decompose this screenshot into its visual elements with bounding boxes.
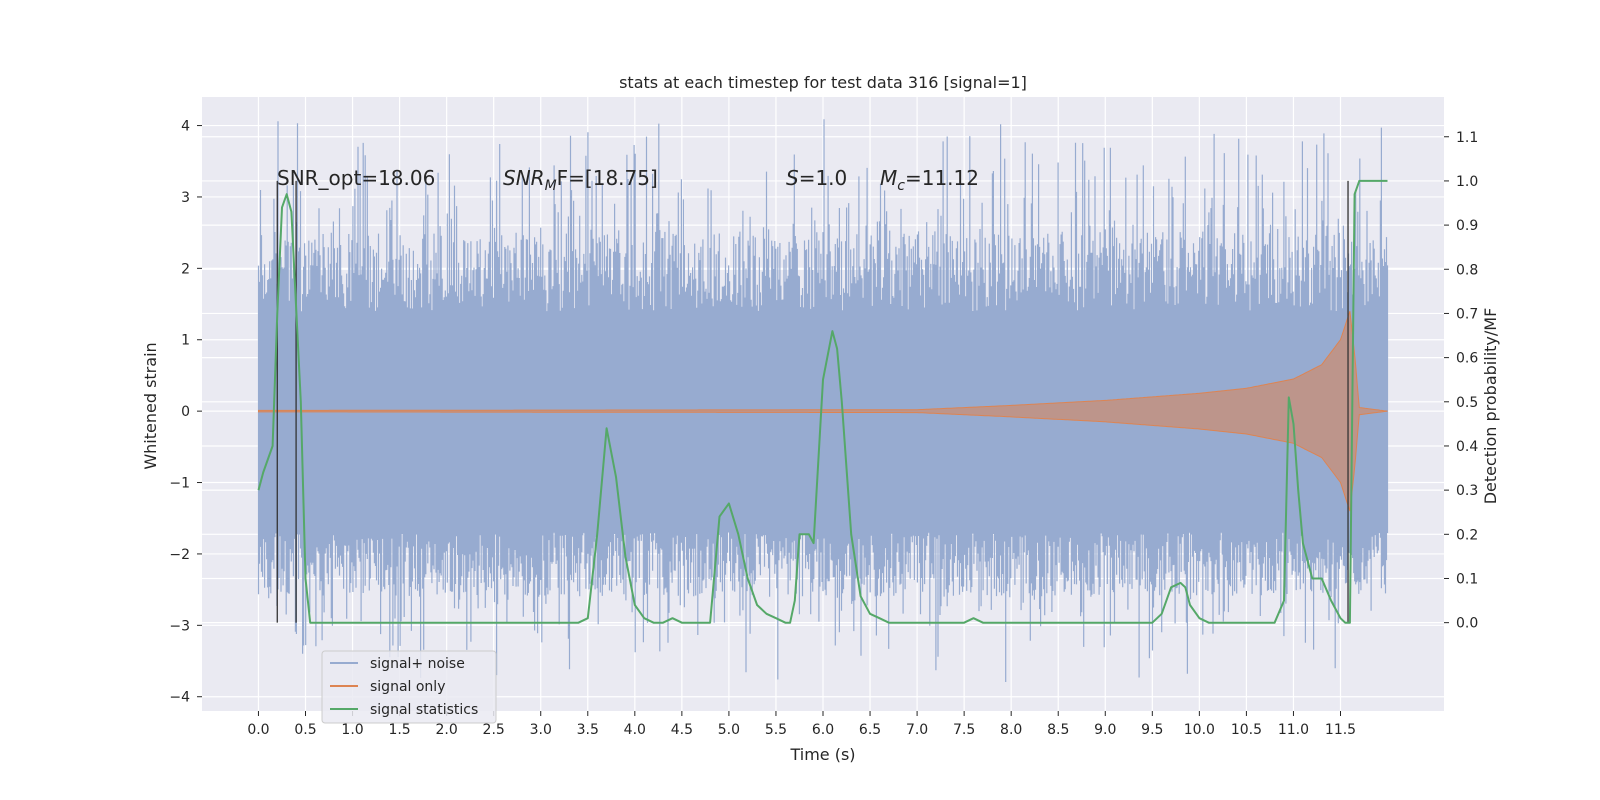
x-tick-label: 1.5	[388, 722, 410, 738]
x-tick-label: 6.5	[859, 722, 881, 738]
right-tick-label: 0.4	[1456, 439, 1478, 455]
right-tick-label: 0.8	[1456, 262, 1478, 278]
signal-noise-trace	[257, 119, 1389, 682]
x-tick-label: 11.5	[1325, 722, 1356, 738]
annotation-snr-opt: SNR_opt=18.06	[277, 166, 435, 190]
left-tick-label: 1	[181, 333, 190, 349]
right-tick-label: 0.7	[1456, 306, 1478, 322]
annotation-snr-mf: SNRMF=[18.75]	[503, 166, 658, 194]
x-tick-label: 7.0	[906, 722, 928, 738]
right-tick-label: 0.9	[1456, 218, 1478, 234]
x-axis-ticks: 0.0 0.5 1.0 1.5 2.0 2.5 3.0 3.5 4.0 4.5 5.0 5.5 6.0 6…	[247, 711, 1356, 738]
legend-label-signal-statistics: signal statistics	[370, 702, 478, 718]
left-axis-label: Whitened strain	[141, 342, 160, 469]
right-tick-label: 1.0	[1456, 174, 1478, 190]
right-tick-label: 0.2	[1456, 527, 1478, 543]
left-tick-label: −1	[169, 476, 190, 492]
left-axis-ticks: 4 3 2 1 0 −1 −2 −3 −4	[169, 119, 202, 706]
x-tick-label: 7.5	[953, 722, 975, 738]
chart-title: stats at each timestep for test data 316…	[619, 73, 1027, 92]
x-tick-label: 9.5	[1141, 722, 1163, 738]
left-tick-label: 3	[181, 190, 190, 206]
right-tick-label: 0.0	[1456, 616, 1478, 632]
left-tick-label: −4	[169, 690, 190, 706]
x-tick-label: 1.0	[341, 722, 363, 738]
x-tick-label: 4.5	[671, 722, 693, 738]
x-tick-label: 2.5	[483, 722, 505, 738]
signal-statistics-series	[257, 179, 1388, 624]
x-tick-label: 8.0	[1000, 722, 1022, 738]
x-tick-label: 3.5	[577, 722, 599, 738]
x-tick-label: 2.0	[436, 722, 458, 738]
signal-only-trace	[258, 311, 1388, 512]
right-tick-label: 0.6	[1456, 351, 1478, 367]
right-tick-label: 0.3	[1456, 483, 1478, 499]
legend-label-signal-only: signal only	[370, 679, 445, 695]
x-tick-label: 5.0	[718, 722, 740, 738]
x-axis-label: Time (s)	[789, 745, 855, 764]
x-tick-label: 10.5	[1231, 722, 1262, 738]
x-tick-label: 0.5	[294, 722, 316, 738]
x-tick-label: 10.0	[1184, 722, 1215, 738]
left-tick-label: −2	[169, 547, 190, 563]
signal-only-series	[258, 311, 1388, 512]
annotation-mc: Mc=11.12	[880, 166, 979, 194]
legend: signal+ noise signal only signal statist…	[321, 650, 497, 724]
right-tick-label: 0.5	[1456, 395, 1478, 411]
annotation-s: S=1.0	[786, 166, 847, 190]
left-tick-label: −3	[169, 618, 190, 634]
right-tick-label: 1.1	[1456, 130, 1478, 146]
right-axis-label: Detection probability/MF	[1481, 308, 1500, 505]
right-tick-label: 0.1	[1456, 571, 1478, 587]
legend-box	[321, 650, 497, 724]
x-tick-label: 3.0	[530, 722, 552, 738]
x-tick-label: 8.5	[1047, 722, 1069, 738]
left-tick-label: 4	[181, 119, 190, 135]
right-axis-ticks: 1.1 1.0 0.9 0.8 0.7 0.6 0.5 0.4 0.3 0.2 0.1 0.0	[1444, 130, 1478, 632]
x-tick-label: 4.0	[624, 722, 646, 738]
x-tick-label: 0.0	[247, 722, 269, 738]
left-tick-label: 2	[181, 261, 190, 277]
x-tick-label: 11.0	[1278, 722, 1309, 738]
signal-noise-series	[257, 119, 1389, 682]
x-tick-label: 6.0	[812, 722, 834, 738]
vertical-marker-lines	[276, 180, 1349, 623]
x-tick-label: 9.0	[1094, 722, 1116, 738]
legend-label-signal-noise: signal+ noise	[370, 656, 465, 672]
x-tick-label: 5.5	[765, 722, 787, 738]
signal-statistics-trace	[257, 179, 1388, 624]
left-tick-label: 0	[181, 404, 190, 420]
